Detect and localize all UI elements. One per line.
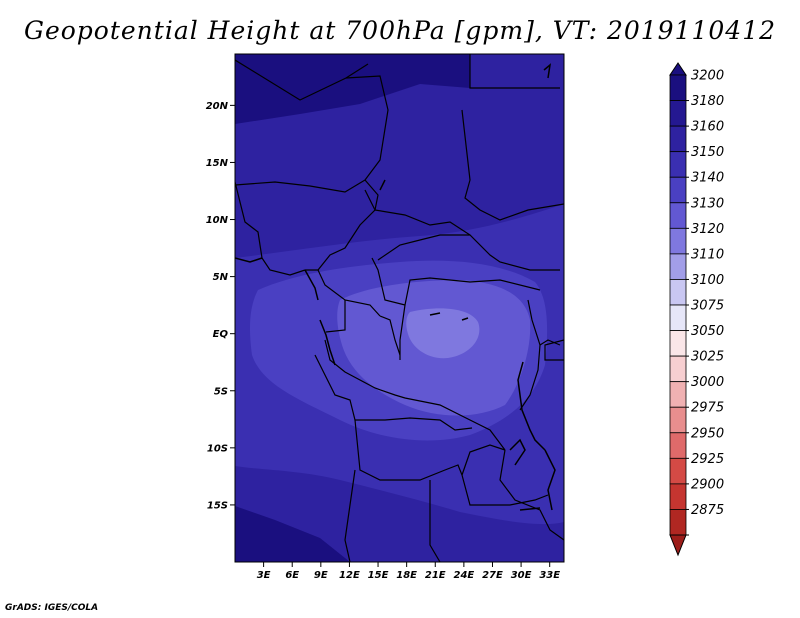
grads-credit: GrADS: IGES/COLA — [5, 603, 99, 613]
lon-tick-label: 24E — [453, 570, 474, 581]
lon-tick-label: 30E — [511, 570, 532, 581]
field-band-3180 — [235, 54, 470, 124]
colorbar-label: 2875 — [691, 503, 724, 518]
colorbar-label: 3140 — [691, 171, 724, 186]
colorbar-swatch — [669, 330, 687, 357]
colorbar-label: 2900 — [691, 477, 724, 492]
lat-tick-label: EQ — [213, 329, 229, 340]
colorbar-label: 3075 — [691, 299, 724, 314]
colorbar-label: 2950 — [691, 426, 724, 441]
height-field — [235, 54, 564, 562]
colorbar-label: 3150 — [691, 145, 724, 160]
colorbar: 3200 3180 3160 3150 3140 3130 3120 3110 3100 3075… — [669, 62, 724, 557]
colorbar-label: 3110 — [691, 247, 724, 262]
lon-tick-label: 6E — [285, 570, 299, 581]
lon-tick-label: 21E — [425, 570, 446, 581]
lat-tick-label: 15N — [206, 158, 229, 169]
colorbar-swatch — [669, 279, 687, 306]
lon-tick-label: 27E — [482, 570, 503, 581]
lat-tick-label: 10S — [207, 443, 228, 454]
lon-tick-label: 33E — [539, 570, 560, 581]
colorbar-label: 3120 — [691, 222, 724, 237]
lon-tick-label: 9E — [314, 570, 328, 581]
colorbar-swatch — [669, 253, 687, 280]
field-band-3120 — [406, 308, 480, 359]
colorbar-swatch — [669, 432, 687, 459]
colorbar-label: 3025 — [691, 350, 724, 365]
colorbar-label: 2975 — [691, 401, 724, 416]
country-borders — [235, 54, 564, 562]
colorbar-label: 3180 — [691, 94, 724, 109]
colorbar-swatch — [669, 304, 687, 331]
colorbar-bottom-arrow — [669, 534, 687, 557]
colorbar-swatch — [669, 151, 687, 178]
map-title: Geopotential Height at 700hPa [gpm], VT:… — [23, 16, 777, 45]
lat-tick-label: 5S — [214, 386, 228, 397]
latitude-axis: 20N 15N 10N 5N EQ 5S 10S 15S — [206, 101, 235, 511]
longitude-axis: 3E 6E 9E 12E 15E 18E 21E 24E 27E 30E 33E — [257, 562, 560, 581]
lon-tick-label: 15E — [368, 570, 389, 581]
field-band-3180-southwest — [235, 506, 350, 562]
colorbar-swatch — [669, 125, 687, 153]
colorbar-label: 3100 — [691, 273, 724, 288]
lat-tick-label: 20N — [206, 101, 229, 112]
colorbar-swatch — [669, 406, 687, 434]
colorbar-label: 3200 — [691, 69, 724, 84]
colorbar-label: 3160 — [691, 120, 724, 135]
colorbar-swatch — [669, 509, 687, 536]
lon-tick-label: 12E — [339, 570, 360, 581]
colorbar-swatch — [669, 100, 687, 127]
colorbar-label: 3130 — [691, 196, 724, 211]
colorbar-top-arrow — [669, 62, 687, 76]
colorbar-swatch — [669, 74, 687, 101]
colorbar-label: 3000 — [691, 375, 724, 390]
colorbar-swatch — [669, 176, 687, 204]
lat-tick-label: 5N — [213, 272, 229, 283]
colorbar-swatch — [669, 227, 687, 255]
colorbar-swatch — [669, 457, 687, 485]
lat-tick-label: 15S — [207, 500, 228, 511]
colorbar-swatch — [669, 381, 687, 408]
colorbar-swatch — [669, 483, 687, 510]
colorbar-label: 2925 — [691, 452, 724, 467]
colorbar-label: 3050 — [691, 324, 724, 339]
lon-tick-label: 18E — [396, 570, 417, 581]
lon-tick-label: 3E — [257, 570, 271, 581]
colorbar-swatch — [669, 355, 687, 383]
map-frame — [234, 53, 565, 563]
coastlines-lakes — [235, 63, 556, 511]
colorbar-swatch — [669, 202, 687, 229]
lat-tick-label: 10N — [206, 215, 229, 226]
